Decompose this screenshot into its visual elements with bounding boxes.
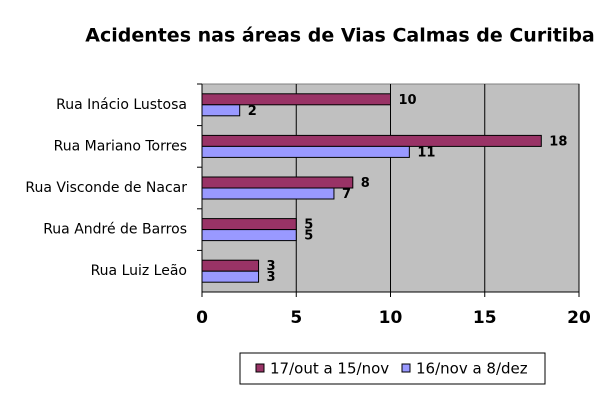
x-tick-label: 0: [196, 308, 208, 328]
bar: [201, 229, 297, 242]
data-label: 2: [248, 104, 257, 119]
bar: [201, 104, 241, 117]
y-tick-label: Rua Mariano Torres: [54, 138, 187, 154]
bar: [201, 93, 391, 106]
y-tick-label: Rua André de Barros: [43, 222, 187, 238]
bar: [201, 134, 542, 147]
data-label: 10: [399, 93, 417, 108]
data-label: 18: [549, 134, 567, 149]
bar: [201, 270, 260, 283]
x-tick-label: 5: [290, 308, 302, 328]
bar: [201, 218, 297, 231]
data-label: 8: [361, 176, 370, 191]
data-label: 5: [304, 229, 313, 244]
y-tick-label: Rua Luiz Leão: [91, 263, 187, 279]
x-tick-label: 10: [379, 308, 403, 328]
bar: [201, 187, 335, 200]
x-tick-label: 15: [473, 308, 497, 328]
x-tick-label: 20: [567, 308, 591, 328]
chart-title: Acidentes nas áreas de Vias Calmas de Cu…: [85, 25, 595, 47]
legend-label: 16/nov a 8/dez: [416, 360, 528, 378]
data-label: 7: [342, 187, 351, 202]
bar: [201, 259, 260, 272]
legend-swatch: [255, 363, 265, 373]
y-tick-label: Rua Inácio Lustosa: [56, 97, 187, 113]
data-label: 3: [267, 259, 276, 274]
legend-box: [239, 352, 546, 385]
bar: [201, 176, 354, 189]
bar: [201, 145, 410, 158]
legend-swatch: [401, 363, 411, 373]
y-tick-label: Rua Visconde de Nacar: [25, 180, 187, 196]
data-label: 3: [267, 270, 276, 285]
legend-label: 17/out a 15/nov: [270, 360, 389, 378]
data-label: 5: [304, 218, 313, 233]
data-label: 11: [417, 145, 435, 160]
